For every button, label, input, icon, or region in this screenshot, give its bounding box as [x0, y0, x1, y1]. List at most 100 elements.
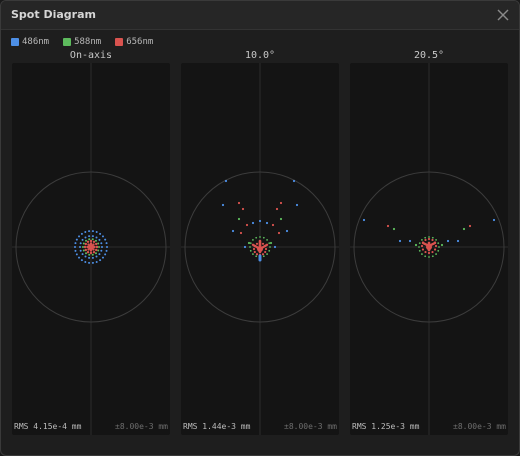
legend-item-656: 656nm — [115, 36, 153, 48]
spot-point — [418, 246, 420, 248]
rms-value-10deg: RMS 1.44e-3 mm — [183, 422, 251, 431]
panel-title-10deg: 10.0° — [244, 50, 276, 61]
spot-point — [85, 252, 88, 255]
spot-point — [292, 179, 296, 183]
spot-point — [237, 201, 241, 205]
spot-point — [88, 238, 91, 241]
spot-point — [89, 251, 93, 255]
spot-point — [462, 227, 466, 231]
spot-point — [265, 243, 269, 246]
spot-point — [105, 249, 108, 252]
spot-panel-20deg: RMS 1.25e-3 mm ±8.00e-3 mm — [350, 63, 508, 435]
spot-point — [82, 242, 85, 245]
spot-point — [88, 230, 91, 233]
spot-point — [285, 229, 289, 233]
spot-plot-on-axis — [12, 63, 170, 435]
spot-point — [437, 249, 440, 252]
spot-point — [86, 250, 90, 254]
spot-point — [104, 253, 107, 256]
spot-point — [92, 250, 96, 254]
spot-plot-20deg — [350, 63, 508, 435]
spot-point — [80, 232, 83, 235]
spot-point — [82, 246, 84, 248]
spot-panel-on-axis: RMS 4.15e-4 mm ±8.00e-3 mm — [12, 63, 170, 435]
spot-point — [414, 243, 418, 247]
spot-point — [261, 253, 265, 256]
spot-point — [418, 249, 421, 252]
legend-item-486: 486nm — [11, 36, 49, 48]
spot-point — [255, 242, 259, 245]
spot-point — [78, 256, 81, 259]
spot-point — [418, 242, 421, 245]
spot-point — [437, 242, 440, 245]
spot-point — [249, 246, 251, 248]
close-icon[interactable] — [495, 7, 511, 23]
window-title: Spot Diagram — [11, 8, 96, 21]
spot-point — [84, 231, 87, 234]
spot-point — [433, 248, 437, 251]
spot-point — [408, 239, 412, 243]
spot-point — [255, 236, 258, 239]
spot-point — [269, 241, 273, 245]
spot-point — [249, 242, 252, 245]
spot-point — [433, 241, 437, 245]
spot-point — [105, 242, 108, 245]
spot-panel-10deg: RMS 1.44e-3 mm ±8.00e-3 mm — [181, 63, 339, 435]
spot-point — [98, 238, 101, 241]
spot-point — [279, 201, 283, 205]
legend-label-486: 486nm — [22, 37, 50, 47]
spot-point — [91, 261, 94, 264]
legend-item-588: 588nm — [63, 36, 101, 48]
legend-swatch-656 — [115, 38, 124, 46]
spot-point — [262, 255, 265, 258]
spot-point — [420, 244, 424, 248]
spot-point — [424, 250, 427, 254]
spot-point — [84, 248, 88, 252]
spot-point — [94, 239, 97, 242]
spot-point — [424, 255, 427, 258]
spot-point — [88, 256, 91, 259]
spot-point — [265, 221, 269, 225]
spot-point — [255, 253, 259, 256]
spot-point — [74, 242, 77, 245]
spot-point — [75, 238, 78, 241]
spot-point — [98, 253, 101, 256]
spot-point — [255, 255, 258, 258]
spot-point — [91, 230, 94, 233]
wavelength-legend: 486nm 588nm 656nm — [11, 36, 153, 48]
spot-point — [94, 252, 97, 255]
spot-point — [427, 251, 431, 255]
spot-point — [428, 236, 430, 238]
spot-point — [88, 261, 91, 264]
rms-value-20deg: RMS 1.25e-3 mm — [352, 422, 420, 431]
spot-point — [277, 231, 281, 235]
spot-point — [266, 253, 268, 255]
spot-plot-10deg — [181, 63, 339, 435]
spot-point — [264, 247, 268, 251]
rms-value-on-axis: RMS 4.15e-4 mm — [14, 422, 82, 431]
spot-point — [398, 239, 402, 243]
spot-point — [427, 237, 431, 241]
spot-point — [98, 246, 100, 248]
spot-point — [94, 248, 98, 252]
spot-point — [252, 239, 254, 241]
spot-point — [279, 217, 283, 221]
spot-core — [88, 244, 94, 250]
spot-point — [392, 227, 396, 231]
spot-point — [492, 218, 496, 222]
spot-point — [80, 259, 83, 262]
spot-point — [101, 235, 104, 238]
spot-point — [261, 242, 265, 245]
spot-point — [84, 242, 88, 246]
airy-disk-circle — [353, 171, 505, 323]
spot-point — [239, 231, 243, 235]
spot-point — [247, 241, 251, 245]
spot-point — [95, 236, 98, 239]
spot-point — [435, 253, 437, 255]
spot-point — [106, 246, 108, 248]
spot-point — [221, 203, 225, 207]
spot-point — [237, 217, 241, 221]
spot-point — [104, 238, 107, 241]
spot-point — [266, 239, 268, 241]
scale-label-on-axis: ±8.00e-3 mm — [115, 422, 168, 431]
